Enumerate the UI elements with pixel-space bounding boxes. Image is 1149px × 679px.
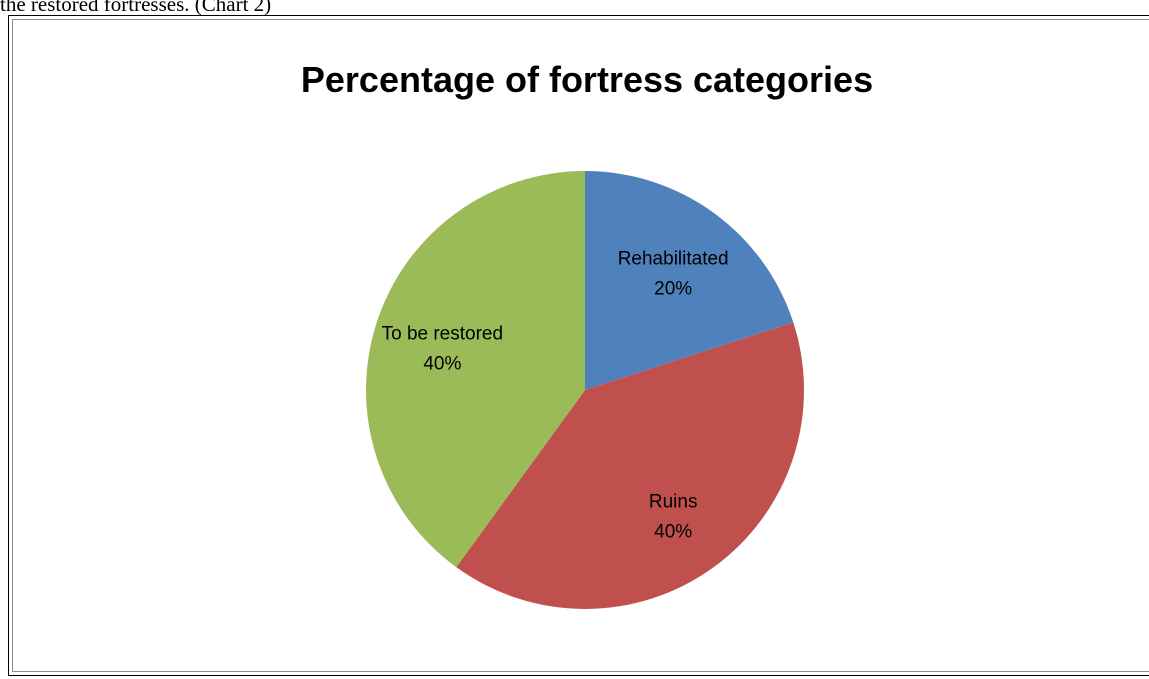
pie-slice-rehabilitated	[585, 171, 794, 390]
data-label-percent: 40%	[654, 521, 692, 542]
data-label-category: Ruins	[649, 491, 698, 512]
data-label-percent: 20%	[654, 279, 692, 300]
pie-data-labels: Rehabilitated 20% Ruins 40% To be restored 40…	[382, 249, 729, 543]
chart-area-border	[12, 19, 1149, 672]
pie-slices	[365, 171, 804, 610]
data-label-category: To be restored	[382, 324, 503, 345]
chart-title: Percentage of fortress categories	[301, 59, 873, 100]
pie-slice-ruins	[456, 322, 804, 610]
caption-text: the restored fortresses. (Chart 2)	[0, 0, 272, 16]
data-label-category: Rehabilitated	[618, 249, 729, 270]
data-label-percent: 40%	[423, 354, 461, 375]
pie-slice-to-be-restored	[365, 171, 585, 568]
